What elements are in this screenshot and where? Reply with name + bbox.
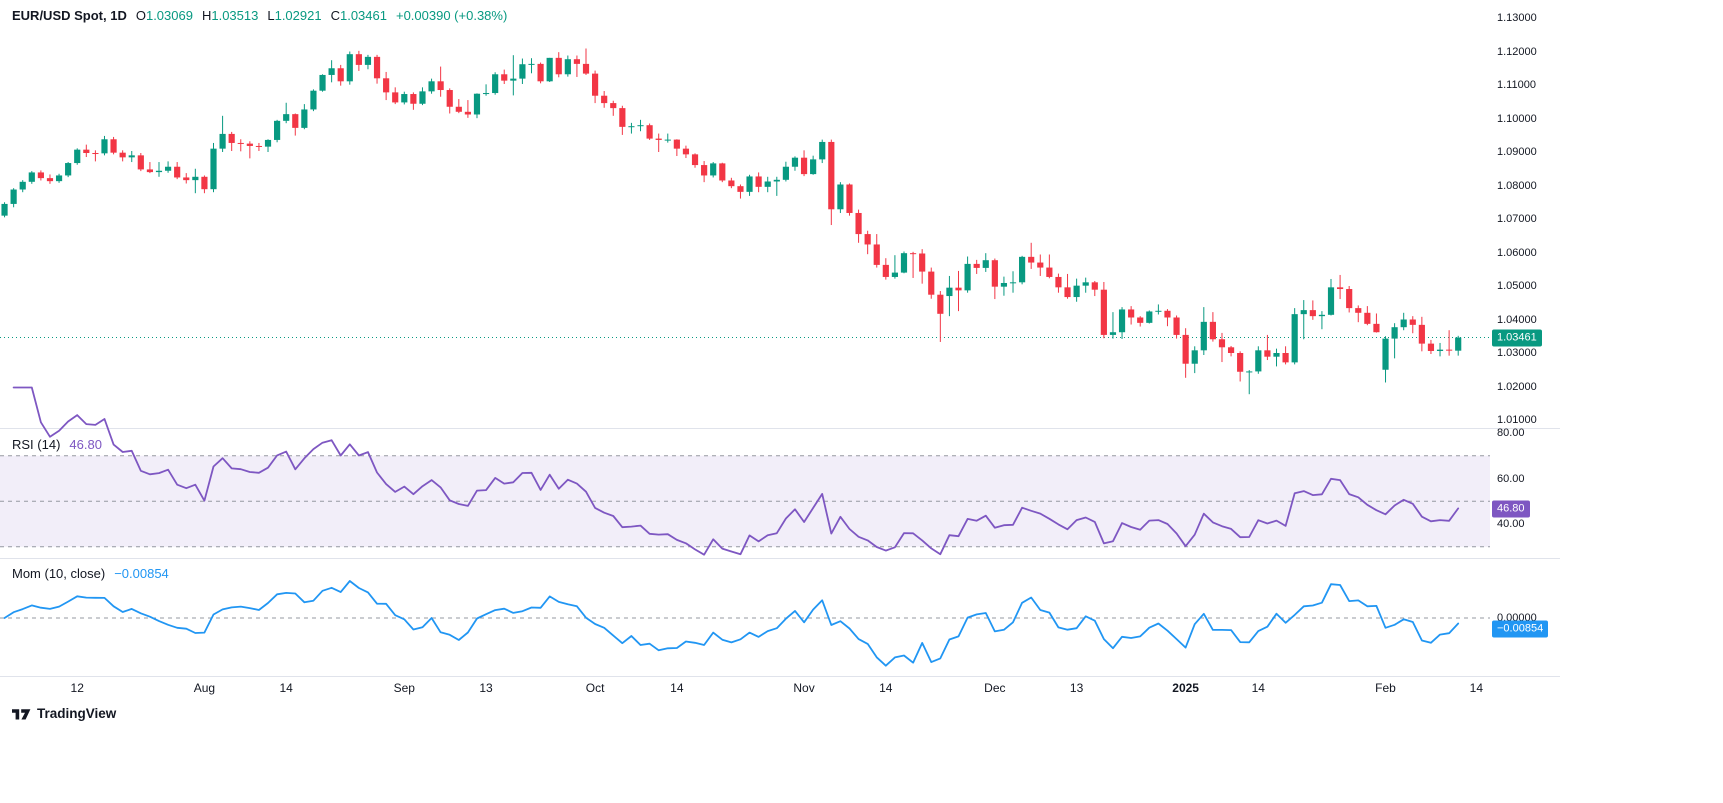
price-axis-label: 1.13000: [1497, 12, 1537, 24]
time-axis-label: 14: [1469, 681, 1484, 695]
time-axis-label: Sep: [393, 681, 415, 695]
tradingview-logo[interactable]: TradingView: [12, 706, 116, 721]
price-pane[interactable]: [0, 0, 1490, 428]
tradingview-mark-icon: [12, 709, 31, 720]
ohlc-high: H1.03513: [201, 8, 259, 23]
time-scale[interactable]: 12 Aug 14 Sep 13 Oct 14 Nov 14 Dec 13 2025 14 Feb 14: [0, 677, 1560, 701]
last-price-badge: 1.03461: [1492, 329, 1542, 347]
price-axis-label: 1.09000: [1497, 146, 1537, 158]
time-axis-label: Aug: [193, 681, 216, 695]
time-axis-label: 13: [1069, 681, 1084, 695]
price-axis-label: 1.03000: [1497, 347, 1537, 359]
price-axis-label: 1.07000: [1497, 213, 1537, 225]
time-axis-label: Dec: [984, 681, 1006, 695]
time-axis-label: 14: [1251, 681, 1265, 695]
rsi-value: 46.80: [69, 437, 102, 452]
tradingview-brand-text: TradingView: [37, 706, 117, 721]
momentum-title: Mom (10, close): [12, 566, 106, 581]
price-axis-label: 1.10000: [1497, 112, 1537, 125]
price-axis-label: 1.11000: [1497, 79, 1536, 91]
main-legend[interactable]: EUR/USD Spot, 1D O1.03069 H1.03513 L1.02…: [12, 8, 507, 23]
time-axis-label: Feb: [1375, 681, 1396, 695]
momentum-value: −0.00854: [114, 566, 169, 581]
rsi-pane[interactable]: [0, 430, 1490, 558]
time-axis-label: 14: [279, 681, 293, 695]
time-axis-label: 12: [70, 681, 84, 695]
change-value: +0.00390 (+0.38%): [395, 8, 508, 23]
price-axis-label: 1.08000: [1497, 179, 1537, 192]
time-axis-label: 13: [479, 681, 493, 695]
ohlc-close: C1.03461: [330, 8, 387, 23]
time-axis-label: Nov: [793, 681, 815, 695]
candles: [1, 48, 1462, 395]
price-axis-label: 1.01000: [1497, 414, 1537, 426]
price-axis-label: 1.04000: [1497, 313, 1537, 326]
time-axis-label: 14: [670, 681, 684, 695]
rsi-line: [12, 386, 1460, 556]
rsi-axis-label: 40.00: [1497, 518, 1525, 530]
rsi-axis-label: 60.00: [1497, 472, 1525, 485]
rsi-axis-label: 80.00: [1497, 427, 1525, 439]
price-axis-label: 1.12000: [1497, 45, 1537, 58]
rsi-legend[interactable]: RSI (14) 46.80: [12, 437, 102, 452]
ohlc-open: O1.03069: [135, 8, 193, 23]
rsi-value-badge: 46.80: [1492, 500, 1530, 518]
momentum-value-badge: −0.00854: [1492, 620, 1549, 638]
momentum-line: [3, 580, 1460, 667]
time-axis-label: Oct: [585, 681, 605, 695]
price-scale[interactable]: 1.03461 46.80 −0.00854 1.13000 1.12000 1.1…: [1490, 0, 1723, 677]
ohlc-low: L1.02921: [267, 8, 322, 23]
time-axis-label: 2025: [1172, 681, 1199, 695]
momentum-pane[interactable]: [0, 560, 1490, 676]
price-axis-label: 1.02000: [1497, 380, 1537, 393]
price-axis-label: 1.05000: [1497, 280, 1537, 292]
time-axis-label: 14: [879, 681, 893, 695]
price-axis-label: 1.06000: [1497, 246, 1537, 259]
momentum-legend[interactable]: Mom (10, close) −0.00854: [12, 566, 169, 581]
rsi-title: RSI (14): [12, 437, 61, 452]
symbol-title: EUR/USD Spot, 1D: [12, 8, 127, 23]
